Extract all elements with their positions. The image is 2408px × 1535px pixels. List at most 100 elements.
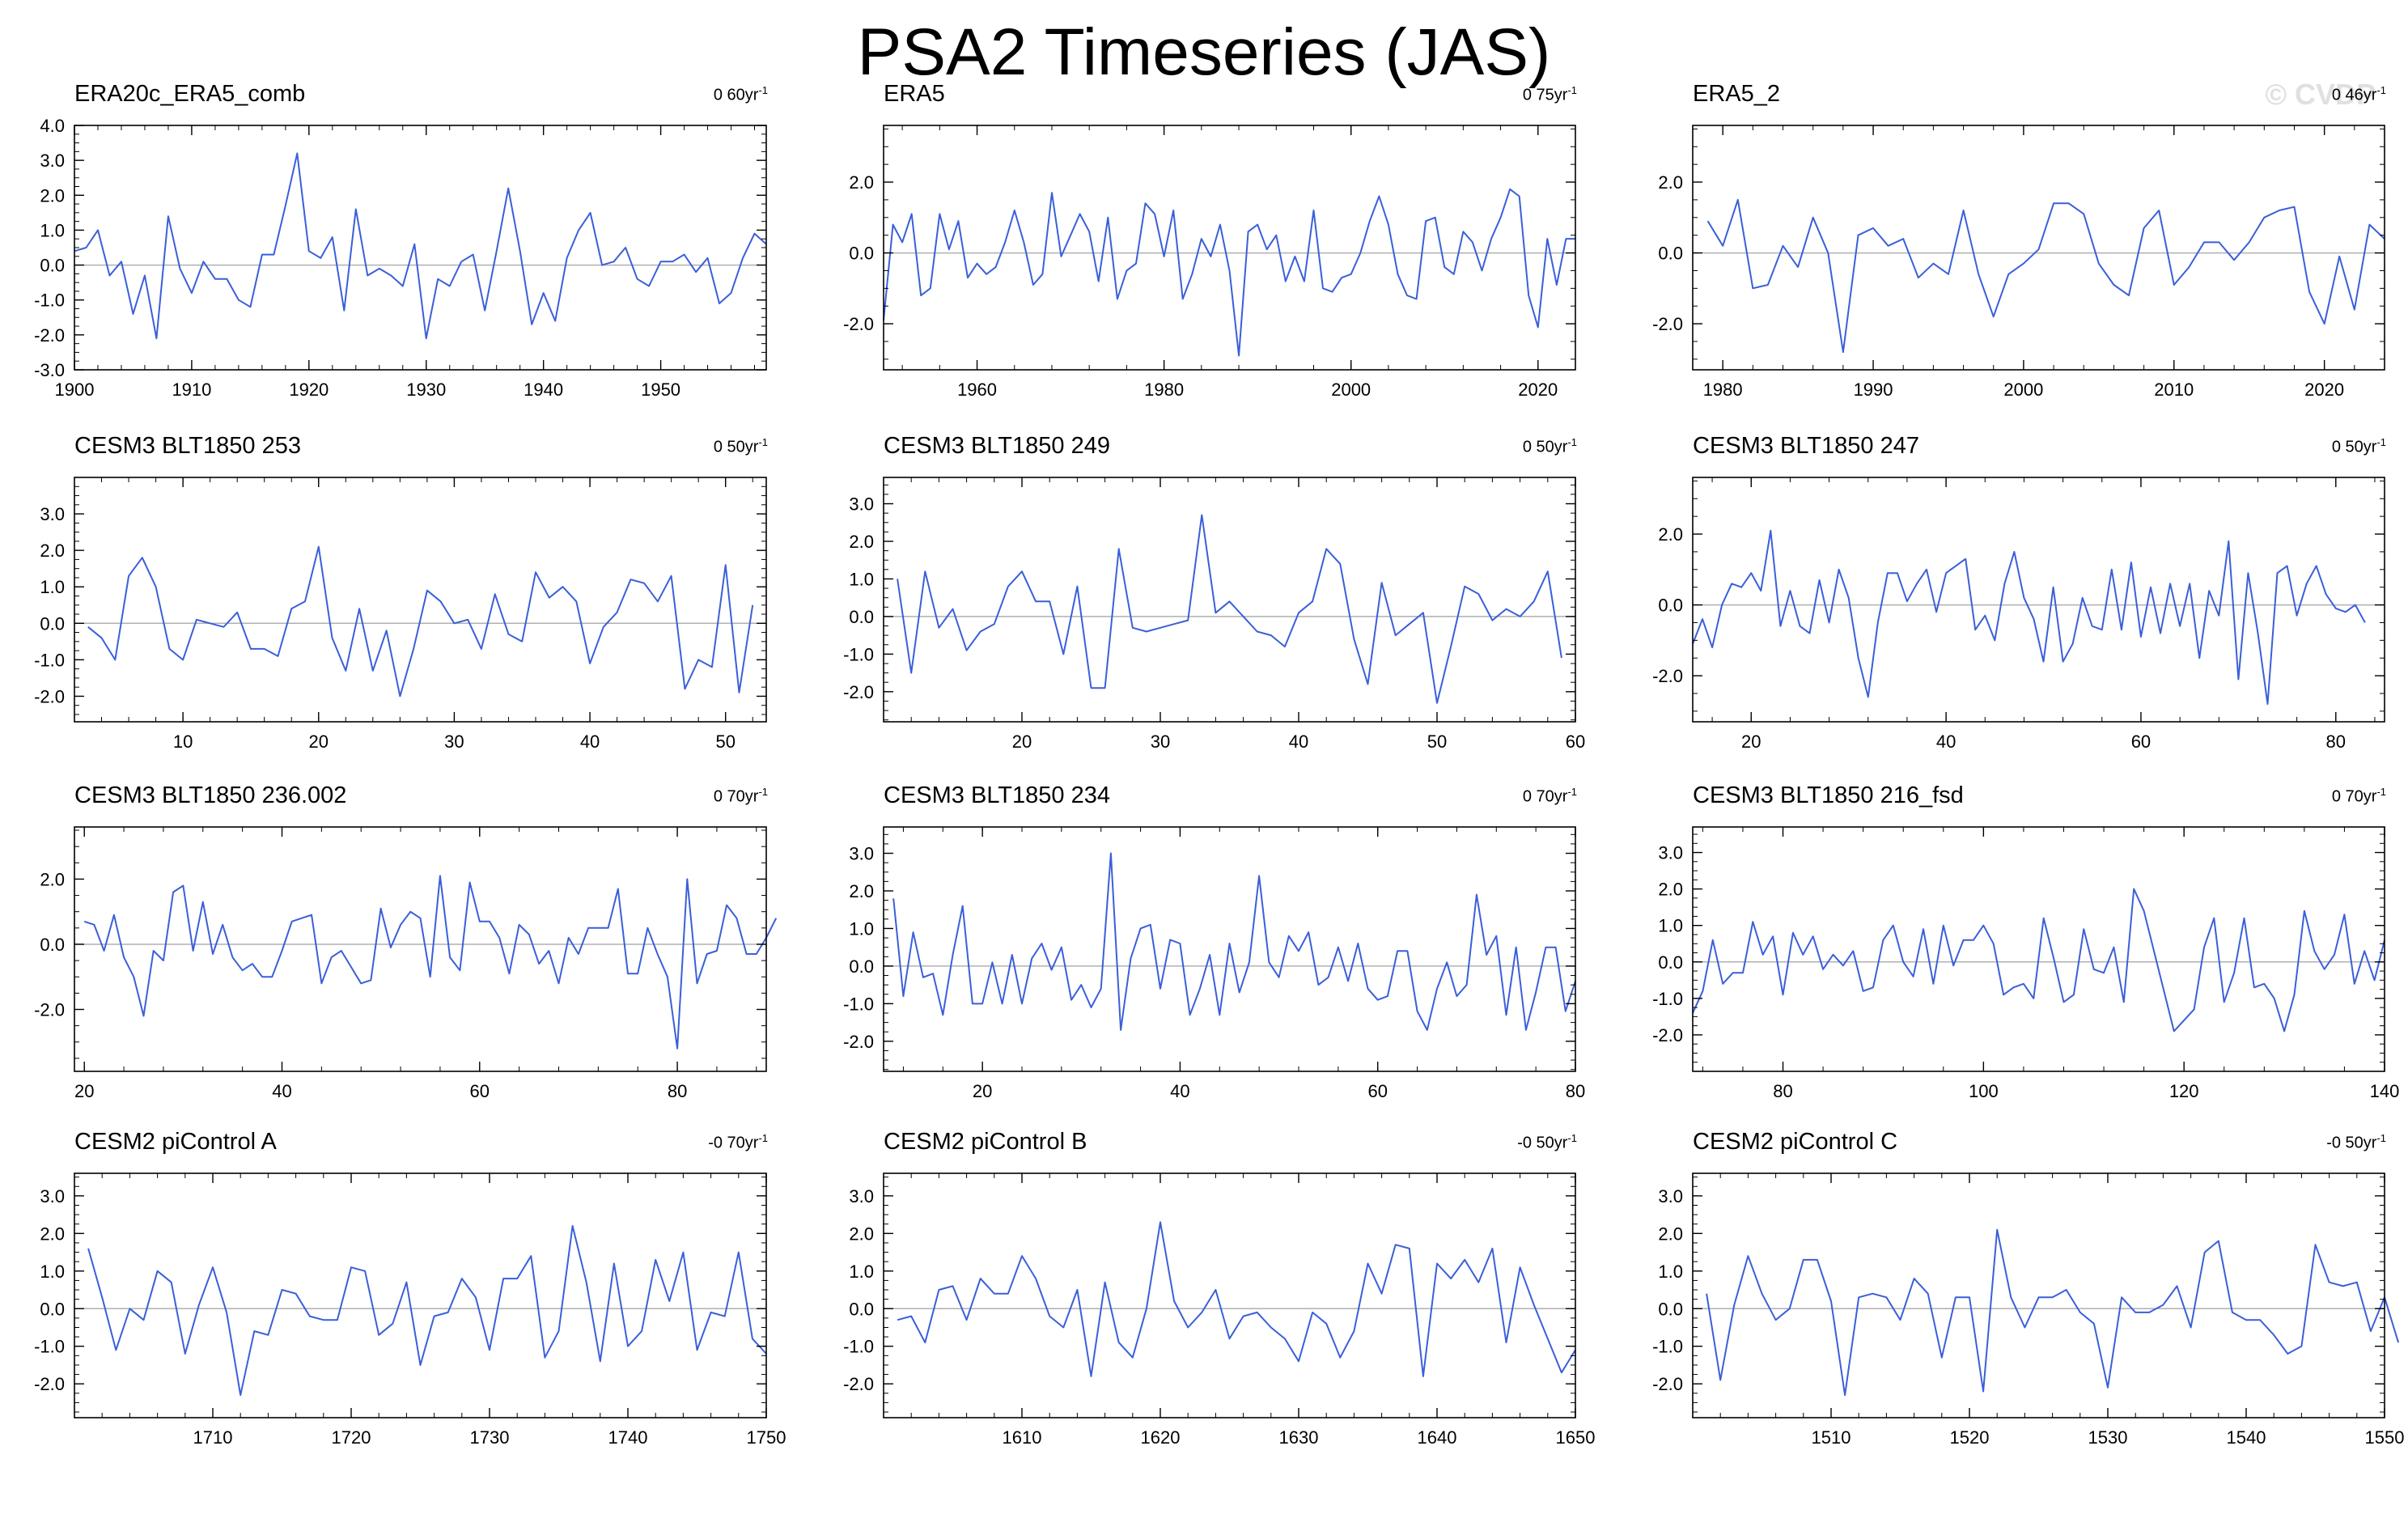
y-tick-label: 3.0 (849, 1186, 874, 1206)
plot-frame (883, 477, 1576, 723)
panel-trend: 0 46yr-1 (2332, 84, 2386, 105)
y-tick-label: -2.0 (1652, 1374, 1683, 1394)
y-tick-label: -1.0 (34, 290, 65, 311)
panel-trend: 0 60yr-1 (714, 84, 768, 105)
x-tick-label: 1930 (406, 380, 446, 400)
y-tick-label: 2.0 (40, 541, 65, 561)
trend-unit: -1 (1567, 786, 1577, 798)
y-tick-label: 1.0 (40, 220, 65, 240)
trend-unit: -1 (1567, 1132, 1577, 1144)
y-tick-label: 2.0 (849, 1223, 874, 1244)
trend-unit: -1 (1567, 84, 1577, 96)
x-tick-label: 1990 (1854, 380, 1893, 400)
y-tick-label: 0.0 (40, 256, 65, 276)
y-tick-label: -2.0 (34, 1374, 65, 1394)
panel-trend: 0 70yr-1 (714, 786, 768, 807)
y-tick-label: -2.0 (1652, 314, 1683, 334)
y-tick-label: 2.0 (1658, 524, 1683, 545)
trend-value: 0 46yr (2331, 86, 2377, 104)
y-tick-label: 1.0 (849, 1261, 874, 1282)
chart-svg: -2.0 -1.0 0.0 1.0 2.0 3.0 1710 1720 1730 1740 1750 (34, 1172, 786, 1448)
y-tick-label: 0.0 (1658, 596, 1683, 616)
y-tick-label: 0.0 (40, 935, 65, 955)
y-tick-label: 1.0 (849, 569, 874, 589)
x-tick-label: 100 (1969, 1081, 1999, 1101)
chart-panel: CESM3 BLT1850 249 0 50yr-1 -2.0 -1.0 0.0 1.0 2… (843, 433, 1677, 765)
panel-title: ERA5 (884, 81, 945, 107)
x-tick-label: 1520 (1950, 1427, 1990, 1448)
panel-trend: -0 50yr-1 (2326, 1132, 2386, 1153)
panel-title: CESM2 piControl B (884, 1129, 1087, 1155)
y-tick-label: 0.0 (849, 1299, 874, 1319)
x-tick-label: 140 (2370, 1081, 2400, 1101)
chart-panel: CESM3 BLT1850 234 0 70yr-1 -2.0 -1.0 0.0 1.0 2… (843, 782, 1677, 1114)
panel-trend: 0 50yr-1 (1523, 436, 1577, 457)
x-tick-label: 50 (715, 731, 735, 752)
y-tick-label: 2.0 (40, 869, 65, 889)
x-tick-label: 1920 (289, 380, 329, 400)
y-tick-label: -2.0 (843, 314, 874, 334)
x-tick-label: 40 (1289, 731, 1308, 752)
x-tick-label: 80 (1773, 1081, 1792, 1101)
x-tick-label: 80 (1566, 1081, 1585, 1101)
plot-frame (1692, 1172, 2385, 1418)
chart-panel: CESM3 BLT1850 253 0 50yr-1 -2.0 -1.0 0.0 1.0 2… (34, 433, 867, 765)
series-line (83, 875, 778, 1049)
chart-svg: -2.0 -1.0 0.0 1.0 2.0 3.0 20 30 40 50 60 (843, 477, 1585, 752)
y-tick-label: 1.0 (40, 577, 65, 597)
series-line (883, 188, 1575, 357)
chart-svg: -2.0 -1.0 0.0 1.0 2.0 3.0 20 40 60 80 (843, 826, 1585, 1101)
trend-unit: -1 (758, 786, 768, 798)
chart-panel: CESM3 BLT1850 236.002 0 70yr-1 -2.0 0.0 2.0 2… (34, 782, 867, 1114)
y-tick-label: -2.0 (843, 1374, 874, 1394)
y-tick-label: 0.0 (849, 607, 874, 627)
panel-title: CESM3 BLT1850 234 (884, 782, 1110, 808)
x-tick-label: 1630 (1279, 1427, 1319, 1448)
x-tick-label: 1980 (1703, 380, 1743, 400)
y-tick-label: -2.0 (1652, 666, 1683, 686)
y-tick-label: 3.0 (40, 504, 65, 524)
y-tick-label: -1.0 (843, 644, 874, 664)
trend-unit: -1 (2376, 436, 2386, 448)
plot-frame (74, 477, 767, 723)
plot-frame (74, 826, 767, 1072)
series-line (897, 1221, 1576, 1377)
trend-value: 0 70yr (713, 787, 759, 806)
panel-title: CESM3 BLT1850 236.002 (74, 782, 347, 808)
x-tick-label: 1540 (2227, 1427, 2266, 1448)
x-tick-label: 1740 (608, 1427, 648, 1448)
y-tick-label: -1.0 (843, 1337, 874, 1357)
x-tick-label: 1550 (2365, 1427, 2405, 1448)
y-tick-label: 0.0 (40, 613, 65, 634)
plot-frame (1692, 125, 2385, 371)
trend-unit: -1 (758, 1132, 768, 1144)
chart-svg: -3.0 -2.0 -1.0 0.0 1.0 2.0 3.0 4.0 1900 1910 1920 1… (34, 116, 767, 400)
watermark: © CVDP (2265, 78, 2376, 111)
panel-title: CESM3 BLT1850 216_fsd (1693, 782, 1964, 808)
y-tick-label: -1.0 (34, 1337, 65, 1357)
trend-value: -0 70yr (708, 1134, 759, 1152)
x-tick-label: 1720 (332, 1427, 371, 1448)
series-line (74, 152, 767, 340)
y-tick-label: 1.0 (40, 1261, 65, 1282)
x-tick-label: 40 (1936, 731, 1956, 752)
x-tick-label: 1900 (55, 380, 95, 400)
panel-trend: 0 75yr-1 (1523, 84, 1577, 105)
y-tick-label: 2.0 (849, 881, 874, 901)
trend-value: 0 75yr (1522, 86, 1568, 104)
chart-panel: CESM2 piControl A -0 70yr-1 -2.0 -1.0 0.0 1.0… (34, 1129, 867, 1461)
series-line (1692, 888, 2385, 1033)
chart-svg: -2.0 0.0 2.0 20 40 60 80 (1652, 477, 2385, 752)
chart-panel: ERA5 0 75yr-1 -2.0 0.0 2.0 1960 1980 2000 2020 (843, 81, 1677, 413)
x-tick-label: 2000 (1331, 380, 1371, 400)
plot-frame (1692, 826, 2385, 1072)
y-tick-label: -2.0 (843, 682, 874, 702)
x-tick-label: 80 (668, 1081, 687, 1101)
x-tick-label: 20 (74, 1081, 94, 1101)
x-tick-label: 20 (309, 731, 329, 752)
x-tick-label: 2020 (2304, 380, 2344, 400)
y-tick-label: 3.0 (849, 844, 874, 864)
x-tick-label: 1950 (641, 380, 680, 400)
panel-title: CESM3 BLT1850 253 (74, 433, 301, 459)
chart-svg: -2.0 -1.0 0.0 1.0 2.0 3.0 10 20 30 40 50 (34, 477, 767, 752)
